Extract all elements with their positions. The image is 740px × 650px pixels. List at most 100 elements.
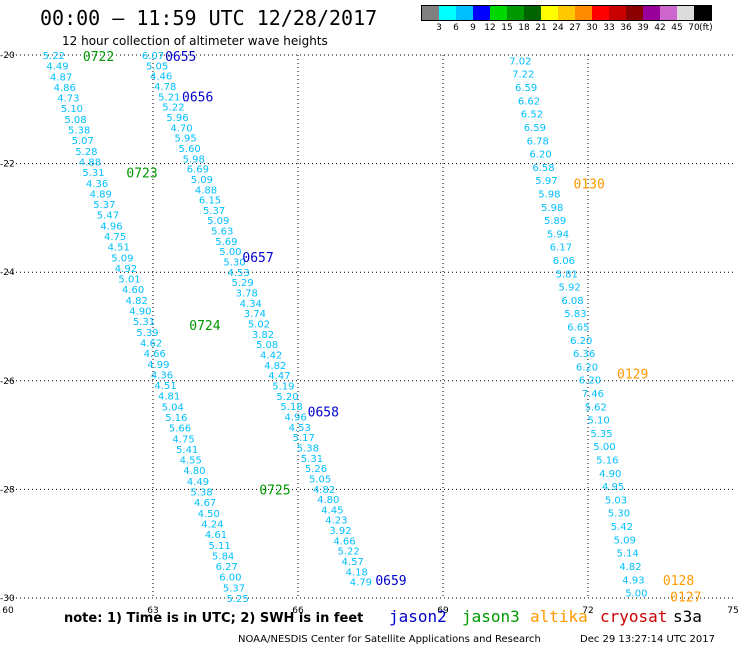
wave-height-value: 5.20 [276, 392, 298, 403]
wave-height-value: 4.24 [201, 519, 223, 530]
wave-height-value: 5.94 [547, 229, 569, 240]
wave-height-value: 7.22 [512, 70, 534, 81]
wave-height-value: 4.57 [342, 557, 364, 568]
wave-height-value: 4.90 [129, 307, 151, 318]
wave-height-value: 4.89 [90, 189, 112, 200]
wave-height-value: 4.23 [325, 516, 347, 527]
pass-time-label: 0127 [670, 590, 701, 605]
color-scale-label: 21 [535, 23, 547, 33]
wave-height-value: 4.81 [158, 392, 180, 403]
wave-height-value: 5.09 [207, 216, 229, 227]
wave-height-value: 5.09 [614, 535, 636, 546]
wave-height-value: 5.19 [272, 381, 294, 392]
wave-height-value: 5.28 [75, 147, 97, 158]
wave-height-value: 5.60 [179, 144, 201, 155]
wave-height-value: 4.50 [198, 509, 220, 520]
pass-time-label: 0724 [189, 319, 220, 334]
wave-height-value: 5.10 [61, 104, 83, 115]
color-scale-label: 6 [453, 23, 459, 33]
x-tick-label: 63 [147, 606, 158, 616]
wave-height-value: 5.37 [93, 200, 115, 211]
wave-height-value: 5.38 [190, 488, 212, 499]
pass-time-label: 0656 [182, 91, 213, 106]
wave-height-value: 4.66 [144, 349, 166, 360]
wave-height-value: 5.00 [593, 442, 615, 453]
pass-time-label: 0130 [574, 178, 605, 193]
wave-height-value: 4.51 [154, 381, 176, 392]
wave-height-value: 5.09 [191, 175, 213, 186]
color-scale-label: 45 [671, 23, 683, 33]
wave-height-value: 4.82 [619, 562, 641, 573]
wave-height-value: 5.22 [337, 547, 359, 558]
pass-time-label: 0723 [126, 167, 157, 182]
legend-item: jason2 [389, 607, 447, 626]
wave-height-value: 5.25 [226, 594, 248, 605]
color-scale-swatch [575, 6, 592, 20]
color-scale-swatch [456, 6, 473, 20]
wave-height-value: 4.45 [321, 505, 343, 516]
wave-height-value: 4.67 [194, 498, 216, 509]
wave-height-value: 6.20 [570, 336, 592, 347]
x-tick-label: 60 [2, 606, 14, 616]
footnote: note: 1) Time is in UTC; 2) SWH is in fe… [64, 611, 364, 626]
color-scale-swatch [677, 6, 694, 20]
page-subtitle: 12 hour collection of altimeter wave hei… [62, 34, 328, 48]
y-tick-label: -30 [0, 594, 15, 604]
wave-height-value: 4.42 [260, 351, 282, 362]
wave-height-value: 5.01 [118, 275, 140, 286]
color-scale-label: 18 [518, 23, 530, 33]
x-tick-label: 75 [727, 606, 738, 616]
wave-height-value: 4.96 [284, 412, 306, 423]
wave-height-value: 5.83 [564, 309, 586, 320]
wave-height-value: 5.16 [165, 413, 187, 424]
wave-height-value: 5.22 [43, 51, 65, 62]
wave-height-value: 4.49 [46, 62, 68, 73]
wave-height-value: 6.59 [524, 123, 546, 134]
wave-height-value: 5.42 [611, 522, 633, 533]
wave-height-value: 5.08 [256, 340, 278, 351]
y-tick-label: -22 [0, 160, 15, 170]
wave-height-value: 5.02 [248, 320, 270, 331]
wave-height-value: 4.49 [187, 477, 209, 488]
wave-height-value: 5.22 [162, 103, 184, 114]
wave-height-value: 4.73 [57, 94, 79, 105]
wave-height-value: 5.38 [68, 126, 90, 137]
wave-height-value: 6.15 [199, 196, 221, 207]
wave-height-value: 4.53 [289, 423, 311, 434]
wave-height-value: 5.26 [305, 464, 327, 475]
wave-height-value: 4.75 [104, 232, 126, 243]
color-scale-label: 3 [436, 23, 442, 33]
pass-time-label: 0722 [83, 50, 114, 65]
wave-height-value: 4.92 [115, 264, 137, 275]
page-title: 00:00 – 11:59 UTC 12/28/2017 [40, 6, 378, 30]
wave-height-value: 5.41 [176, 445, 198, 456]
wave-height-value: 5.30 [608, 509, 630, 520]
wave-height-value: 5.92 [559, 283, 581, 294]
wave-height-value: 5.98 [541, 203, 563, 214]
color-scale-label: 42 [654, 23, 666, 33]
wave-height-value: 5.31 [82, 168, 104, 179]
color-scale-label: 15 [501, 23, 513, 33]
wave-height-value: 6.07 [142, 51, 164, 62]
color-scale-label: 70 [688, 23, 700, 33]
wave-height-value: 5.00 [625, 589, 647, 600]
wave-height-value: 5.38 [297, 443, 319, 454]
color-scale-label: 24 [552, 23, 564, 33]
wave-height-value: 4.87 [50, 72, 72, 83]
legend-item: altika [530, 607, 588, 626]
x-tick-label: 72 [582, 606, 593, 616]
wave-height-value: 7.46 [582, 389, 604, 400]
wave-height-value: 6.20 [579, 376, 601, 387]
wave-height-value: 5.30 [223, 258, 245, 269]
wave-height-value: 5.29 [232, 278, 254, 289]
color-scale-swatch [490, 6, 507, 20]
wave-height-value: 4.82 [126, 296, 148, 307]
wave-height-value: 5.05 [309, 474, 331, 485]
wave-height-value: 5.62 [585, 402, 607, 413]
wave-height-value: 5.96 [166, 113, 188, 124]
color-scale-label: 27 [569, 23, 581, 33]
color-scale-swatch [558, 6, 575, 20]
x-tick-label: 69 [437, 606, 449, 616]
wave-height-value: 4.99 [147, 360, 169, 371]
wave-height-value: 6.52 [521, 110, 543, 121]
